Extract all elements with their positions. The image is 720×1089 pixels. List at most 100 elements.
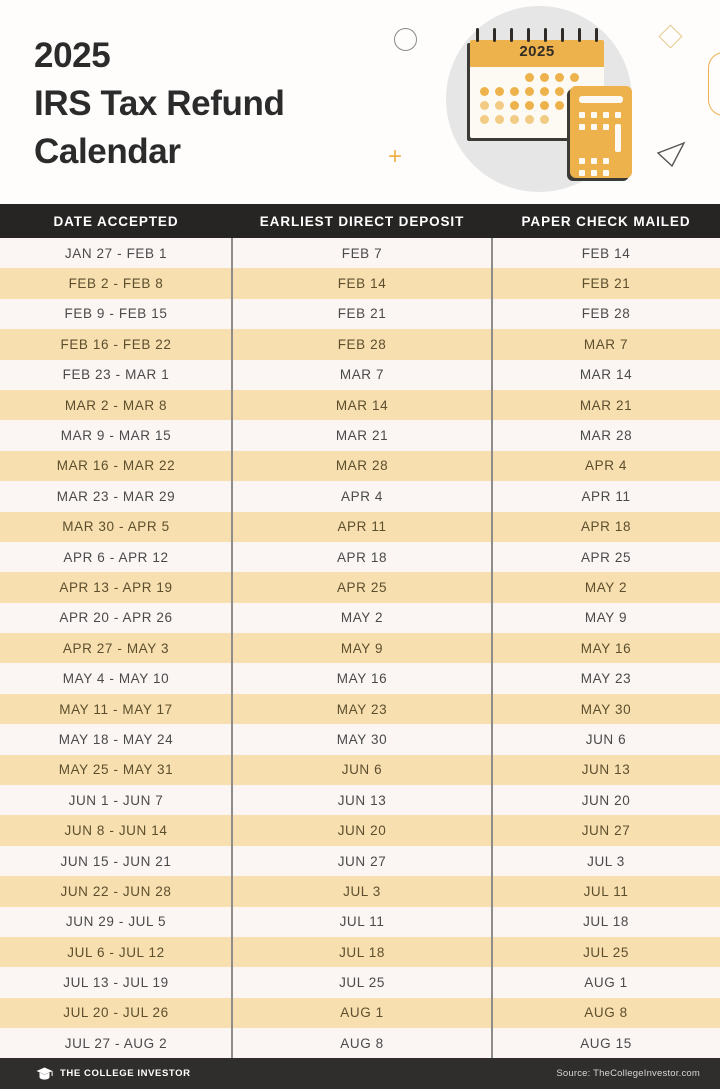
cell-direct-deposit: JUL 25 [339,975,385,991]
cell-date-accepted: APR 20 - APR 26 [59,610,173,626]
calendar-year-label: 2025 [519,43,555,60]
table-row: FEB 2 - FEB 8 FEB 14 FEB 21 [0,268,720,299]
cell-direct-deposit: JUL 3 [343,883,381,899]
footer-bar: THE COLLEGE INVESTOR Source: TheCollegeI… [0,1058,720,1089]
table-row: MAR 23 - MAR 29 APR 4 APR 11 [0,481,720,512]
plus-mark-icon: + [387,143,402,170]
cell-paper-check: MAY 9 [584,610,628,626]
cell-direct-deposit: APR 25 [336,579,388,595]
cell-date-accepted: APR 27 - MAY 3 [62,640,170,656]
table-row: JUN 22 - JUN 28 JUL 3 JUL 11 [0,876,720,907]
cell-date-accepted: JUL 27 - AUG 2 [64,1035,168,1051]
table-row: APR 20 - APR 26 MAY 2 MAY 9 [0,602,720,634]
table-row: JUN 15 - JUN 21 JUN 27 JUL 3 [0,845,720,877]
cell-paper-check: AUG 15 [580,1035,632,1051]
title-line-3: Calendar [34,132,181,171]
cell-date-accepted: MAR 2 - MAR 8 [64,397,168,413]
cell-date-accepted: JUN 1 - JUN 7 [68,792,164,808]
table-row: FEB 9 - FEB 15 FEB 21 FEB 28 [0,298,720,330]
column-header-date-accepted: DATE ACCEPTED [53,213,179,229]
table-row: JUL 6 - JUL 12 JUL 18 JUL 25 [0,936,720,968]
header-banner: 2025 IRS Tax Refund Calendar + 2025 [0,0,720,204]
table-row: MAY 11 - MAY 17 MAY 23 MAY 30 [0,693,720,725]
triangle-outline-icon [656,140,686,168]
cell-direct-deposit: MAY 9 [340,640,384,656]
cell-date-accepted: APR 13 - APR 19 [59,579,173,595]
column-header-earliest-direct-deposit: EARLIEST DIRECT DEPOSIT [259,213,465,229]
cell-date-accepted: JUN 8 - JUN 14 [64,823,168,839]
title-line-1: 2025 [34,36,111,75]
table-row: JUL 20 - JUL 26 AUG 1 AUG 8 [0,997,720,1029]
calculator-keys [579,112,625,182]
cell-paper-check: JUL 25 [583,944,629,960]
cell-date-accepted: JAN 27 - FEB 1 [64,245,168,261]
cell-direct-deposit: JUL 11 [339,914,385,930]
cell-direct-deposit: MAY 23 [336,701,388,717]
calculator-icon [567,86,632,181]
cell-paper-check: APR 25 [580,549,632,565]
cell-direct-deposit: JUL 18 [339,944,385,960]
column-divider-2 [491,238,493,1059]
cell-date-accepted: JUN 15 - JUN 21 [60,853,172,869]
cell-paper-check: MAY 2 [584,579,628,595]
table-header-row: DATE ACCEPTED EARLIEST DIRECT DEPOSIT PA… [0,204,720,238]
cell-direct-deposit: MAY 30 [336,731,388,747]
cell-direct-deposit: APR 11 [337,519,387,535]
calendar-header-band [470,40,604,67]
cell-paper-check: FEB 28 [581,306,631,322]
cell-date-accepted: MAY 11 - MAY 17 [59,701,173,717]
calendar-dot-grid [480,73,598,129]
header-illustration: + 2025 [388,0,720,204]
cell-date-accepted: MAR 30 - APR 5 [62,519,170,535]
calculator-body [570,86,632,178]
table-row: FEB 16 - FEB 22 FEB 28 MAR 7 [0,329,720,360]
cell-date-accepted: MAR 16 - MAR 22 [56,458,176,474]
table-row: APR 27 - MAY 3 MAY 9 MAY 16 [0,633,720,664]
cell-paper-check: JUN 6 [585,731,627,747]
cell-paper-check: AUG 1 [584,975,628,991]
cell-direct-deposit: MAY 2 [340,610,384,626]
cell-date-accepted: FEB 9 - FEB 15 [64,306,168,322]
cell-direct-deposit: APR 18 [336,549,388,565]
column-header-paper-check-mailed: PAPER CHECK MAILED [521,213,691,229]
graduation-cap-icon [36,1067,53,1080]
table-row: JUN 8 - JUN 14 JUN 20 JUN 27 [0,815,720,846]
table-body: JAN 27 - FEB 1 FEB 7 FEB 14 FEB 2 - FEB 8 FE… [0,238,720,1059]
cell-paper-check: MAR 28 [579,428,633,444]
table-row: JUN 29 - JUL 5 JUL 11 JUL 18 [0,906,720,937]
brand-lockup: THE COLLEGE INVESTOR [36,1067,191,1080]
table-row: FEB 23 - MAR 1 MAR 7 MAR 14 [0,359,720,390]
diamond-outline-icon [658,24,683,49]
cell-paper-check: FEB 21 [581,276,631,292]
cell-paper-check: MAY 30 [580,701,632,717]
cell-direct-deposit: MAR 28 [335,458,389,474]
cell-paper-check: JUL 3 [587,853,625,869]
cell-paper-check: APR 11 [581,488,631,504]
cell-direct-deposit: JUN 6 [341,762,383,778]
cell-date-accepted: FEB 23 - MAR 1 [62,367,170,383]
circle-outline-icon [394,28,417,51]
table-row: APR 6 - APR 12 APR 18 APR 25 [0,541,720,573]
cell-paper-check: FEB 14 [581,245,631,261]
cell-paper-check: JUN 20 [581,792,631,808]
cell-direct-deposit: FEB 28 [337,336,387,352]
table-row: MAY 4 - MAY 10 MAY 16 MAY 23 [0,663,720,694]
cell-paper-check: JUL 18 [583,914,629,930]
cell-paper-check: MAY 16 [580,640,632,656]
calendar-rings [476,28,598,42]
cell-paper-check: AUG 8 [584,1005,628,1021]
cell-direct-deposit: MAY 16 [336,671,388,687]
table-row: MAY 18 - MAY 24 MAY 30 JUN 6 [0,724,720,755]
cell-date-accepted: MAR 23 - MAR 29 [56,488,176,504]
cell-paper-check: MAR 7 [583,336,629,352]
table-row: MAR 16 - MAR 22 MAR 28 APR 4 [0,450,720,482]
refund-schedule-table: DATE ACCEPTED EARLIEST DIRECT DEPOSIT PA… [0,204,720,1059]
table-row: JUL 27 - AUG 2 AUG 8 AUG 15 [0,1028,720,1059]
page-title: 2025 IRS Tax Refund Calendar [34,32,414,176]
cell-direct-deposit: FEB 21 [337,306,387,322]
column-divider-1 [231,238,233,1059]
source-credit: Source: TheCollegeInvestor.com [556,1068,700,1079]
cell-paper-check: MAR 21 [579,397,633,413]
cell-paper-check: MAR 14 [579,367,633,383]
cell-paper-check: JUN 27 [581,823,631,839]
